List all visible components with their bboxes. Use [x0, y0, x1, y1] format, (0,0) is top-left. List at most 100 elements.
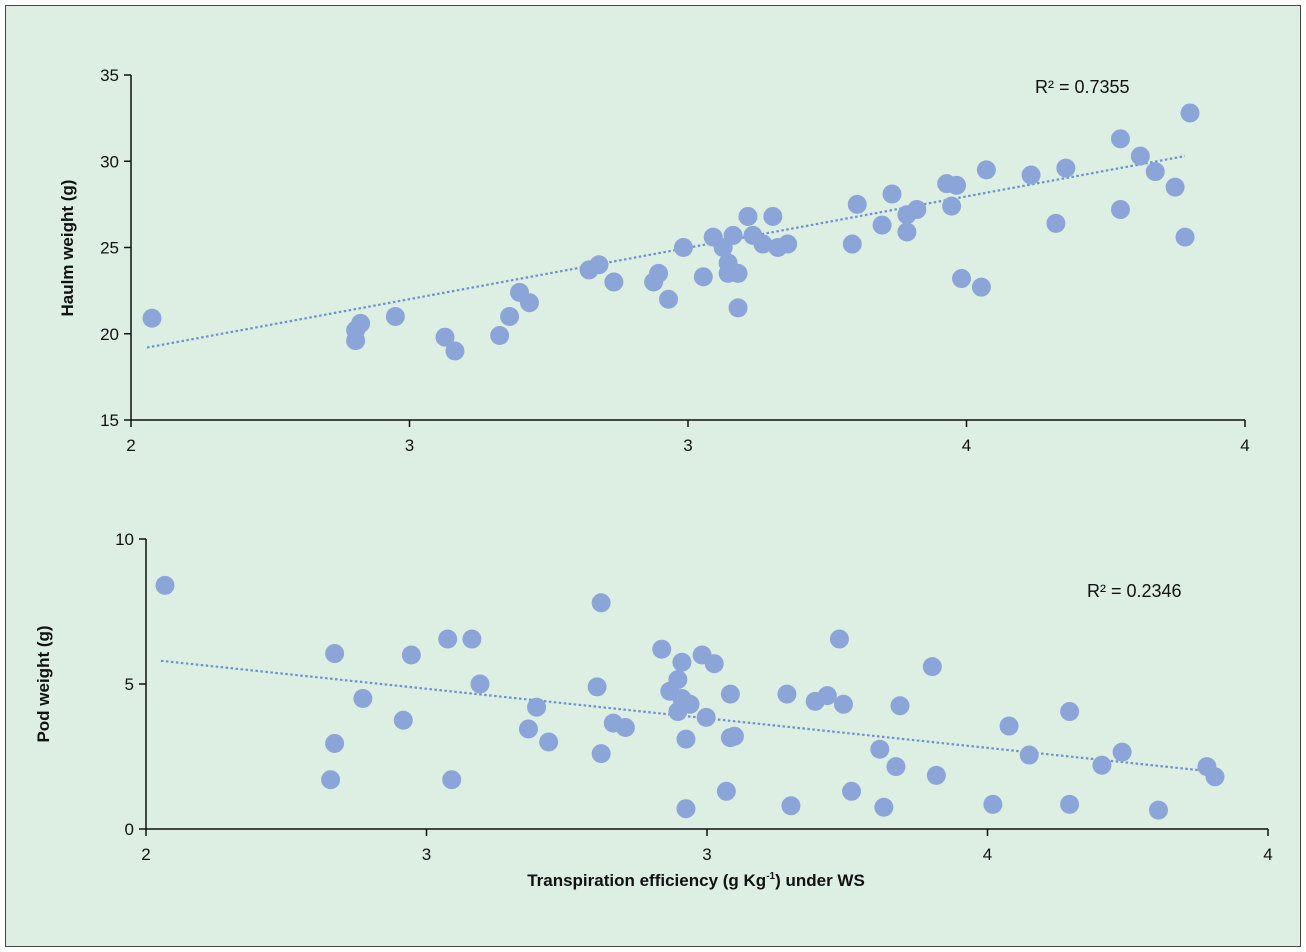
pod-data-point [886, 757, 906, 777]
pod-data-point [704, 654, 724, 674]
haulm-data-point [142, 308, 162, 328]
pod-data-point [652, 639, 672, 659]
pod-data-point [438, 629, 458, 649]
haulm-data-point [604, 272, 624, 292]
pod-data-point [890, 696, 910, 716]
haulm-data-point [649, 263, 669, 283]
haulm-data-point [1145, 162, 1165, 182]
haulm-data-point [500, 307, 520, 326]
haulm-data-point [723, 225, 743, 245]
pod-data-point [720, 684, 740, 704]
pod-data-point [325, 733, 345, 753]
pod-data-point [874, 797, 894, 817]
pod-data-point [672, 652, 692, 672]
x-axis-title: Transpiration efficiency (g Kg-1) under … [527, 871, 865, 890]
pod-data-point [527, 697, 547, 717]
haulm-data-point [947, 175, 967, 195]
pod-data-point [470, 674, 490, 694]
pod-data-point [325, 644, 345, 664]
pod-data-point [1148, 800, 1168, 820]
haulm-data-point [847, 194, 867, 214]
pod-data-point [777, 684, 797, 704]
pod-y-tick-label: 0 [125, 820, 134, 839]
haulm-data-point [693, 267, 713, 287]
pod-data-point [829, 629, 849, 649]
haulm-x-tick-label: 4 [962, 436, 971, 455]
haulm-data-point [842, 234, 862, 254]
pod-ticks: 2 3 3 4 4 0 5 10 [115, 530, 1273, 864]
haulm-y-tick-label: 20 [100, 325, 119, 344]
pod-data-point [1092, 755, 1112, 775]
haulm-data-point [778, 234, 798, 254]
pod-data-point [676, 799, 696, 819]
haulm-data-point [490, 325, 510, 345]
haulm-data-point [976, 160, 996, 180]
haulm-data-point [589, 255, 609, 275]
haulm-data-point [673, 238, 693, 257]
haulm-data-point [346, 331, 366, 351]
haulm-data-point [753, 234, 773, 254]
haulm-r2-label: R² = 0.7355 [1035, 77, 1130, 97]
pod-points [155, 575, 1225, 820]
pod-data-point [1060, 794, 1080, 814]
pod-data-point [321, 770, 341, 790]
pod-data-point [716, 781, 736, 801]
haulm-data-point [952, 269, 972, 289]
haulm-data-point [897, 222, 917, 242]
pod-x-tick-label: 4 [983, 845, 992, 864]
haulm-y-tick-label: 35 [100, 66, 119, 85]
pod-data-point [1019, 745, 1039, 765]
pod-y-tick-label: 10 [115, 530, 134, 549]
haulm-data-point [1165, 177, 1185, 197]
pod-x-tick-label: 3 [422, 845, 431, 864]
haulm-data-point [351, 313, 371, 333]
pod-data-point [680, 694, 700, 714]
pod-data-point [401, 645, 421, 665]
haulm-data-point [1180, 103, 1200, 123]
haulm-data-point [1046, 213, 1066, 233]
haulm-data-point [1175, 227, 1195, 247]
haulm-x-tick-label: 4 [1240, 436, 1249, 455]
pod-data-point [676, 729, 696, 749]
figure-panel [5, 5, 1301, 947]
pod-data-point [591, 593, 611, 613]
haulm-data-point [435, 327, 455, 347]
pod-x-tick-label: 3 [702, 845, 711, 864]
pod-data-point [615, 718, 635, 737]
pod-data-point [999, 716, 1019, 736]
haulm-data-point [738, 206, 758, 226]
pod-x-tick-label: 2 [141, 845, 150, 864]
pod-data-point [1205, 767, 1225, 787]
haulm-data-point [1130, 146, 1150, 166]
haulm-data-point [942, 196, 962, 216]
pod-data-point [833, 694, 853, 714]
haulm-x-tick-label: 3 [405, 436, 414, 455]
pod-data-point [539, 732, 559, 752]
haulm-data-point [907, 200, 927, 220]
haulm-y-tick-label: 15 [100, 411, 119, 430]
haulm-data-point [763, 206, 783, 226]
haulm-y-axis-title: Haulm weight (g) [58, 180, 77, 317]
pod-data-point [587, 677, 607, 697]
pod-data-point [518, 719, 538, 739]
pod-data-point [842, 781, 862, 801]
pod-y-tick-label: 5 [125, 675, 134, 694]
pod-data-point [155, 575, 175, 595]
pod-data-point [696, 707, 716, 727]
pod-data-point [442, 770, 462, 790]
haulm-data-point [445, 341, 465, 361]
pod-data-point [922, 657, 942, 677]
haulm-data-point [1110, 129, 1130, 149]
pod-data-point [817, 686, 837, 706]
pod-data-point [1060, 702, 1080, 722]
pod-data-point [591, 744, 611, 764]
haulm-ticks: 2 3 3 4 4 15 20 25 30 35 [100, 66, 1250, 455]
haulm-data-point [971, 277, 991, 297]
haulm-data-point [1021, 165, 1041, 185]
haulm-data-point [882, 184, 902, 204]
pod-data-point [668, 670, 688, 690]
haulm-data-point [728, 263, 748, 283]
pod-data-point [870, 739, 890, 759]
haulm-data-point [728, 298, 748, 318]
pod-data-point [926, 765, 946, 785]
